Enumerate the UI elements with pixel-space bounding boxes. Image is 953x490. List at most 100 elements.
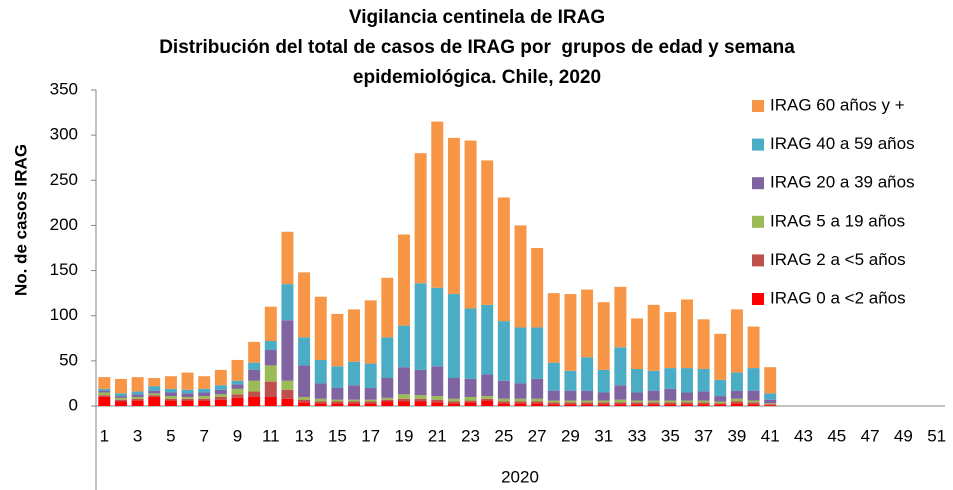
bar-segment bbox=[298, 396, 311, 400]
bar-segment bbox=[581, 390, 594, 401]
bar-segment bbox=[414, 398, 427, 402]
bar-segment bbox=[298, 365, 311, 397]
bar-segment bbox=[348, 401, 361, 404]
bar-segment bbox=[431, 399, 444, 403]
bar-segment bbox=[231, 384, 244, 389]
bar-segment bbox=[248, 396, 261, 406]
bar-segment bbox=[730, 398, 743, 402]
bar-segment bbox=[214, 389, 227, 395]
bar-segment bbox=[514, 398, 527, 402]
bar-segment bbox=[364, 300, 377, 364]
bar-segment bbox=[148, 395, 161, 397]
bar-segment bbox=[497, 403, 510, 406]
bar-segment bbox=[348, 385, 361, 400]
bar-segment bbox=[764, 393, 777, 400]
x-tick-label: 43 bbox=[794, 426, 813, 445]
bar-segment bbox=[264, 340, 277, 351]
bar-segment bbox=[131, 394, 144, 397]
bar-segment bbox=[697, 404, 710, 406]
bar-segment bbox=[464, 378, 477, 397]
bar-segment bbox=[164, 396, 177, 399]
bar-segment bbox=[481, 160, 494, 305]
bar-segment bbox=[431, 121, 444, 288]
bar-segment bbox=[397, 234, 410, 326]
bar-segment bbox=[531, 378, 544, 399]
y-axis-label: No. de casos IRAG bbox=[11, 144, 30, 296]
x-tick-label: 35 bbox=[661, 426, 680, 445]
bar-segment bbox=[614, 286, 627, 348]
bar-segment bbox=[114, 393, 127, 397]
bar-segment bbox=[714, 333, 727, 380]
bar-segment bbox=[680, 299, 693, 369]
bar-segment bbox=[447, 398, 460, 402]
bar-segment bbox=[631, 318, 644, 369]
bar-segment bbox=[281, 284, 294, 321]
bar-segment bbox=[531, 403, 544, 406]
bar-segment bbox=[764, 405, 777, 406]
bar-segment bbox=[447, 378, 460, 399]
bar-segment bbox=[364, 363, 377, 388]
bar-segment bbox=[397, 401, 410, 406]
bar-segment bbox=[364, 387, 377, 400]
bar-segment bbox=[114, 397, 127, 400]
bar-segment bbox=[264, 381, 277, 397]
bar-segment bbox=[647, 402, 660, 405]
bar-segment bbox=[664, 402, 677, 405]
bar-segment bbox=[98, 395, 111, 397]
bar-segment bbox=[198, 398, 211, 401]
bar-segment bbox=[447, 401, 460, 404]
bar-segment bbox=[764, 403, 777, 405]
bar-segment bbox=[631, 392, 644, 401]
bar-segment bbox=[514, 403, 527, 406]
bar-segment bbox=[497, 398, 510, 402]
bar-segment bbox=[181, 400, 194, 406]
bar-segment bbox=[314, 398, 327, 402]
bar-segment bbox=[281, 389, 294, 399]
bar-segment bbox=[747, 400, 760, 403]
x-tick-label: 39 bbox=[727, 426, 746, 445]
bar-segment bbox=[281, 231, 294, 285]
bar-segment bbox=[547, 390, 560, 401]
bar-segment bbox=[314, 403, 327, 406]
bar-segment bbox=[581, 357, 594, 391]
bar-segment bbox=[531, 401, 544, 404]
x-tick-label: 27 bbox=[528, 426, 547, 445]
bar-segment bbox=[148, 386, 161, 391]
bar-segment bbox=[264, 306, 277, 341]
bar-segment bbox=[381, 378, 394, 398]
bar-segment bbox=[730, 390, 743, 399]
bar-segment bbox=[148, 396, 161, 406]
bar-segment bbox=[481, 396, 494, 399]
y-tick-label: 150 bbox=[50, 260, 78, 279]
bar-segment bbox=[431, 402, 444, 406]
bar-segment bbox=[248, 341, 261, 363]
bar-segment bbox=[414, 395, 427, 399]
bar-segment bbox=[164, 400, 177, 406]
bar-segment bbox=[531, 327, 544, 379]
bar-segment bbox=[164, 398, 177, 401]
bar-segment bbox=[131, 400, 144, 406]
x-tick-label: 7 bbox=[199, 426, 208, 445]
bar-segment bbox=[397, 398, 410, 402]
bar-segment bbox=[481, 398, 494, 401]
bar-segment bbox=[547, 402, 560, 405]
x-group-label: 2020 bbox=[501, 467, 539, 486]
bar-segment bbox=[464, 140, 477, 309]
bar-segment bbox=[348, 361, 361, 386]
y-tick-label: 50 bbox=[59, 350, 78, 369]
bar-segment bbox=[98, 390, 111, 393]
bar-segment bbox=[281, 320, 294, 381]
bar-segment bbox=[747, 368, 760, 391]
bar-segment bbox=[314, 359, 327, 384]
bar-segment bbox=[764, 399, 777, 404]
bar-segment bbox=[231, 394, 244, 398]
bar-segment bbox=[597, 302, 610, 370]
bar-segment bbox=[647, 400, 660, 403]
bar-segment bbox=[214, 394, 227, 397]
bar-segment bbox=[664, 404, 677, 406]
bar-segment bbox=[98, 396, 111, 406]
bar-segment bbox=[631, 404, 644, 406]
bar-segment bbox=[298, 337, 311, 366]
bar-segment bbox=[581, 402, 594, 405]
bar-segment bbox=[414, 369, 427, 396]
